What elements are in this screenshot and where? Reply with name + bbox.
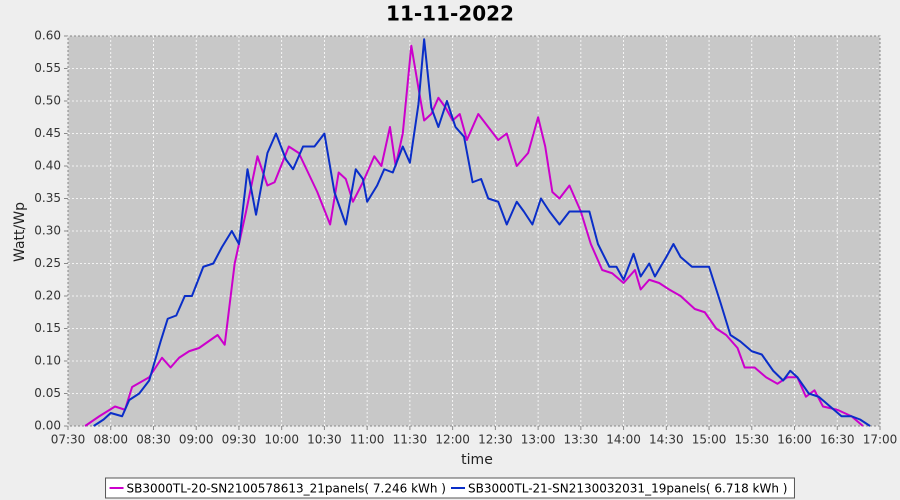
x-tick-label: 16:30 <box>820 433 855 447</box>
legend-label: SB3000TL-20-SN2100578613_21panels( 7.246… <box>127 482 446 496</box>
y-tick-label: 0.55 <box>34 61 61 75</box>
legend-box <box>105 477 795 499</box>
x-tick-label: 14:00 <box>606 433 641 447</box>
y-tick-label: 0.25 <box>34 256 61 270</box>
y-tick-label: 0.05 <box>34 386 61 400</box>
x-tick-label: 09:00 <box>179 433 214 447</box>
x-tick-label: 10:30 <box>307 433 342 447</box>
y-tick-label: 0.40 <box>34 159 61 173</box>
x-tick-label: 16:00 <box>777 433 812 447</box>
y-tick-label: 0.50 <box>34 94 61 108</box>
y-tick-label: 0.15 <box>34 321 61 335</box>
y-tick-label: 0.00 <box>34 419 61 433</box>
x-tick-label: 15:30 <box>734 433 769 447</box>
y-tick-label: 0.35 <box>34 191 61 205</box>
y-axis-title: Watt/Wp <box>12 202 28 262</box>
x-tick-label: 07:30 <box>51 433 86 447</box>
y-tick-label: 0.45 <box>34 126 61 140</box>
series-line <box>93 38 871 427</box>
x-tick-label: 13:00 <box>521 433 556 447</box>
x-tick-label: 08:00 <box>93 433 128 447</box>
x-tick-label: 14:30 <box>649 433 684 447</box>
x-tick-label: 10:00 <box>264 433 299 447</box>
x-axis-title: time <box>461 452 493 468</box>
x-tick-label: 11:00 <box>350 433 385 447</box>
legend-label: SB3000TL-21-SN2130032031_19panels( 6.718… <box>468 482 787 496</box>
x-tick-label: 13:30 <box>564 433 599 447</box>
x-tick-label: 17:00 <box>863 433 898 447</box>
y-tick-label: 0.60 <box>34 29 61 43</box>
x-tick-label: 09:30 <box>222 433 257 447</box>
y-tick-label: 0.20 <box>34 289 61 303</box>
x-tick-label: 08:30 <box>136 433 171 447</box>
x-tick-label: 11:30 <box>393 433 428 447</box>
x-tick-label: 15:00 <box>692 433 727 447</box>
legend: SB3000TL-20-SN2100578613_21panels( 7.246… <box>105 477 795 499</box>
y-tick-label: 0.10 <box>34 354 61 368</box>
x-tick-label: 12:30 <box>478 433 513 447</box>
chart-title: 11-11-2022 <box>386 2 514 26</box>
x-tick-label: 12:00 <box>435 433 470 447</box>
series-line <box>84 44 864 427</box>
y-tick-label: 0.30 <box>34 224 61 238</box>
